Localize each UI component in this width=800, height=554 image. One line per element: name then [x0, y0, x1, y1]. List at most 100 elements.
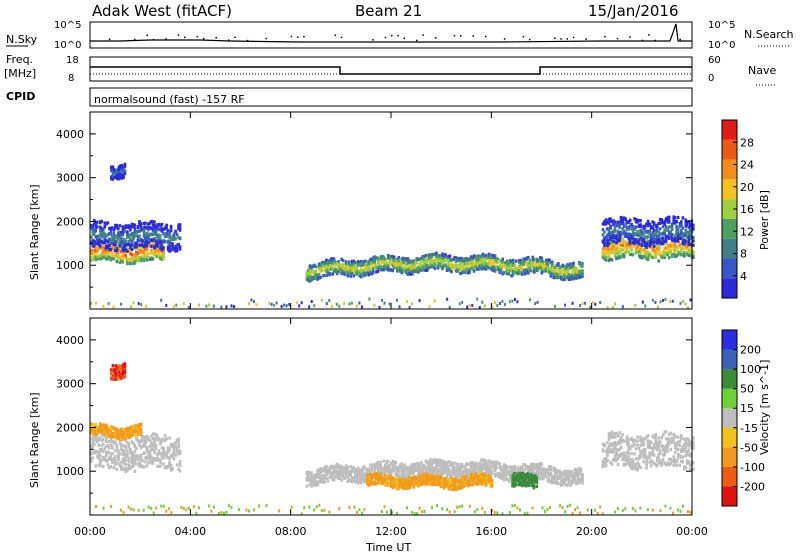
range-gate-cell	[501, 272, 504, 276]
range-gate-cell	[669, 300, 672, 304]
range-gate-cell	[120, 376, 124, 380]
range-gate-cell	[93, 451, 96, 455]
range-gate-cell	[129, 466, 132, 470]
range-gate-cell	[120, 432, 123, 436]
range-gate-cell	[531, 255, 535, 259]
range-gate-cell	[93, 246, 96, 250]
range-gate-cell	[350, 301, 353, 305]
range-gate-cell	[126, 224, 129, 228]
range-gate-cell	[573, 268, 577, 273]
range-gate-cell	[130, 431, 134, 435]
range-gate-cell	[368, 469, 372, 473]
range-gate-cell	[673, 249, 677, 253]
range-gate-cell	[654, 249, 657, 253]
range-gate-cell	[548, 258, 551, 262]
range-gate-cell	[628, 232, 632, 236]
range-gate-cell	[557, 476, 560, 480]
range-gate-cell	[465, 257, 468, 261]
range-gate-cell	[655, 252, 659, 256]
range-gate-cell	[102, 449, 105, 453]
range-gate-cell	[109, 427, 113, 431]
range-gate-cell	[566, 483, 569, 487]
range-gate-cell	[106, 458, 110, 462]
range-gate-cell	[507, 470, 510, 474]
range-gate-cell	[418, 257, 422, 262]
range-gate-cell	[124, 428, 128, 432]
range-gate-cell	[162, 246, 165, 250]
range-gate-cell	[543, 264, 547, 268]
range-gate-cell	[129, 235, 132, 239]
range-gate-cell	[111, 452, 114, 456]
range-gate-cell	[151, 227, 155, 231]
range-gate-cell	[106, 450, 110, 454]
range-gate-cell	[156, 244, 159, 248]
range-gate-cell	[378, 259, 381, 263]
range-gate-cell	[94, 464, 98, 468]
range-gate-cell	[370, 262, 373, 266]
range-gate-cell	[156, 223, 159, 227]
range-gate-cell	[136, 433, 140, 437]
range-gate-cell	[430, 470, 434, 474]
range-gate-cell	[326, 261, 330, 265]
range-gate-cell	[109, 457, 113, 461]
range-gate-cell	[124, 469, 128, 474]
range-gate-cell	[305, 484, 309, 488]
range-gate-cell	[423, 466, 426, 470]
range-gate-cell	[311, 480, 315, 484]
range-gate-cell	[572, 274, 575, 279]
range-gate-cell	[474, 255, 477, 259]
range-gate-cell	[362, 274, 366, 278]
range-gate-cell	[603, 247, 606, 251]
nsearch-point	[391, 34, 393, 37]
range-gate-cell	[122, 175, 125, 179]
range-gate-cell	[421, 263, 425, 267]
range-gate-cell	[147, 226, 150, 230]
range-gate-cell	[426, 466, 429, 470]
range-gate-cell	[474, 257, 477, 261]
range-gate-cell	[320, 263, 324, 268]
range-gate-cell	[388, 260, 392, 264]
range-gate-cell	[634, 218, 638, 222]
range-gate-cell	[368, 258, 372, 262]
range-gate-cell	[160, 437, 164, 441]
range-gate-cell	[148, 241, 152, 245]
range-gate-cell	[322, 260, 325, 264]
range-gate-cell	[554, 475, 557, 479]
range-gate-cell	[97, 235, 101, 239]
range-gate-cell	[111, 238, 114, 242]
range-gate-cell	[159, 228, 162, 232]
range-gate-cell	[320, 298, 323, 302]
range-gate-cell	[248, 302, 250, 305]
range-gate-cell	[93, 250, 96, 254]
range-gate-cell	[412, 471, 416, 475]
range-gate-cell	[130, 252, 134, 256]
range-gate-cell	[457, 268, 461, 272]
range-gate-cell	[618, 236, 621, 240]
range-gate-cell	[684, 244, 688, 248]
range-gate-cell	[156, 435, 159, 439]
range-gate-cell	[406, 300, 408, 304]
range-gate-cell	[151, 458, 155, 462]
range-gate-cell	[335, 262, 339, 266]
range-gate-cell	[643, 251, 647, 255]
range-gate-cell	[663, 222, 666, 226]
range-gate-cell	[99, 447, 102, 451]
range-gate-cell	[355, 470, 358, 474]
range-gate-cell	[116, 377, 119, 381]
range-gate-cell	[127, 456, 131, 461]
range-gate-cell	[498, 267, 501, 271]
range-gate-cell	[681, 253, 685, 257]
range-gate-cell	[93, 218, 96, 223]
range-gate-cell	[546, 469, 550, 473]
range-gate-cell	[566, 269, 569, 273]
range-gate-cell	[96, 225, 99, 229]
range-gate-cell	[540, 271, 544, 275]
range-gate-cell	[154, 228, 158, 232]
range-gate-cell	[110, 169, 113, 173]
range-gate-cell	[575, 270, 578, 274]
range-gate-cell	[147, 241, 150, 245]
range-gate-cell	[139, 222, 143, 226]
range-gate-cell	[578, 275, 581, 280]
range-gate-cell	[678, 224, 682, 228]
range-gate-cell	[393, 255, 396, 259]
